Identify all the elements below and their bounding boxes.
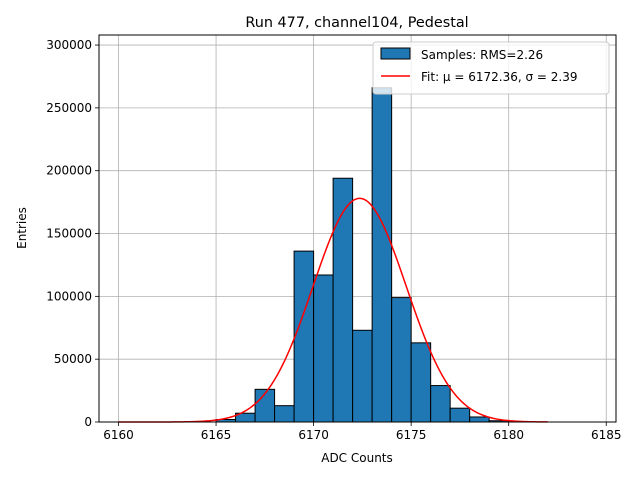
histogram-bar: [293, 250, 315, 423]
grid-layer: [99, 35, 616, 423]
y-axis-ticks: 0 50000 100000 150000 200000 250000 300000: [46, 38, 99, 429]
bars-layer: [215, 87, 510, 423]
y-tick-label: 300000: [46, 38, 92, 52]
chart-title: Run 477, channel104, Pedestal: [245, 15, 468, 31]
y-tick-label: 0: [84, 415, 92, 429]
histogram-bar: [449, 407, 471, 423]
histogram-bar: [391, 297, 412, 423]
legend-label-samples: Samples: RMS=2.26: [421, 48, 543, 62]
y-tick-label: 200000: [46, 164, 92, 178]
y-axis-label: Entries: [15, 207, 29, 249]
x-tick-label: 6185: [591, 428, 622, 442]
x-tick-label: 6170: [298, 428, 329, 442]
x-tick-label: 6160: [103, 428, 134, 442]
x-axis-label: ADC Counts: [321, 451, 393, 465]
legend-label-fit: Fit: μ = 6172.36, σ = 2.39: [421, 70, 578, 84]
y-tick-label: 100000: [46, 289, 92, 303]
x-tick-label: 6165: [201, 428, 232, 442]
histogram-bar: [274, 405, 295, 423]
histogram-bar: [469, 416, 490, 423]
axes-frame: [98, 34, 617, 423]
x-tick-label: 6175: [396, 428, 427, 442]
histogram-bar: [352, 329, 373, 423]
y-tick-label: 250000: [46, 101, 92, 115]
legend-frame: [372, 41, 610, 95]
legend: Samples: RMS=2.26 Fit: μ = 6172.36, σ = …: [372, 41, 610, 95]
y-tick-label: 150000: [46, 227, 92, 241]
histogram-bar: [410, 342, 432, 423]
histogram-bar: [371, 87, 393, 423]
x-axis-ticks: 6160 6165 6170 6175 6180 6185: [103, 422, 622, 442]
y-tick-label: 50000: [54, 352, 92, 366]
histogram-bar: [313, 274, 334, 423]
histogram-bar: [332, 177, 354, 423]
histogram-bar: [430, 385, 451, 423]
legend-swatch-samples: [380, 47, 411, 60]
x-tick-label: 6180: [493, 428, 524, 442]
